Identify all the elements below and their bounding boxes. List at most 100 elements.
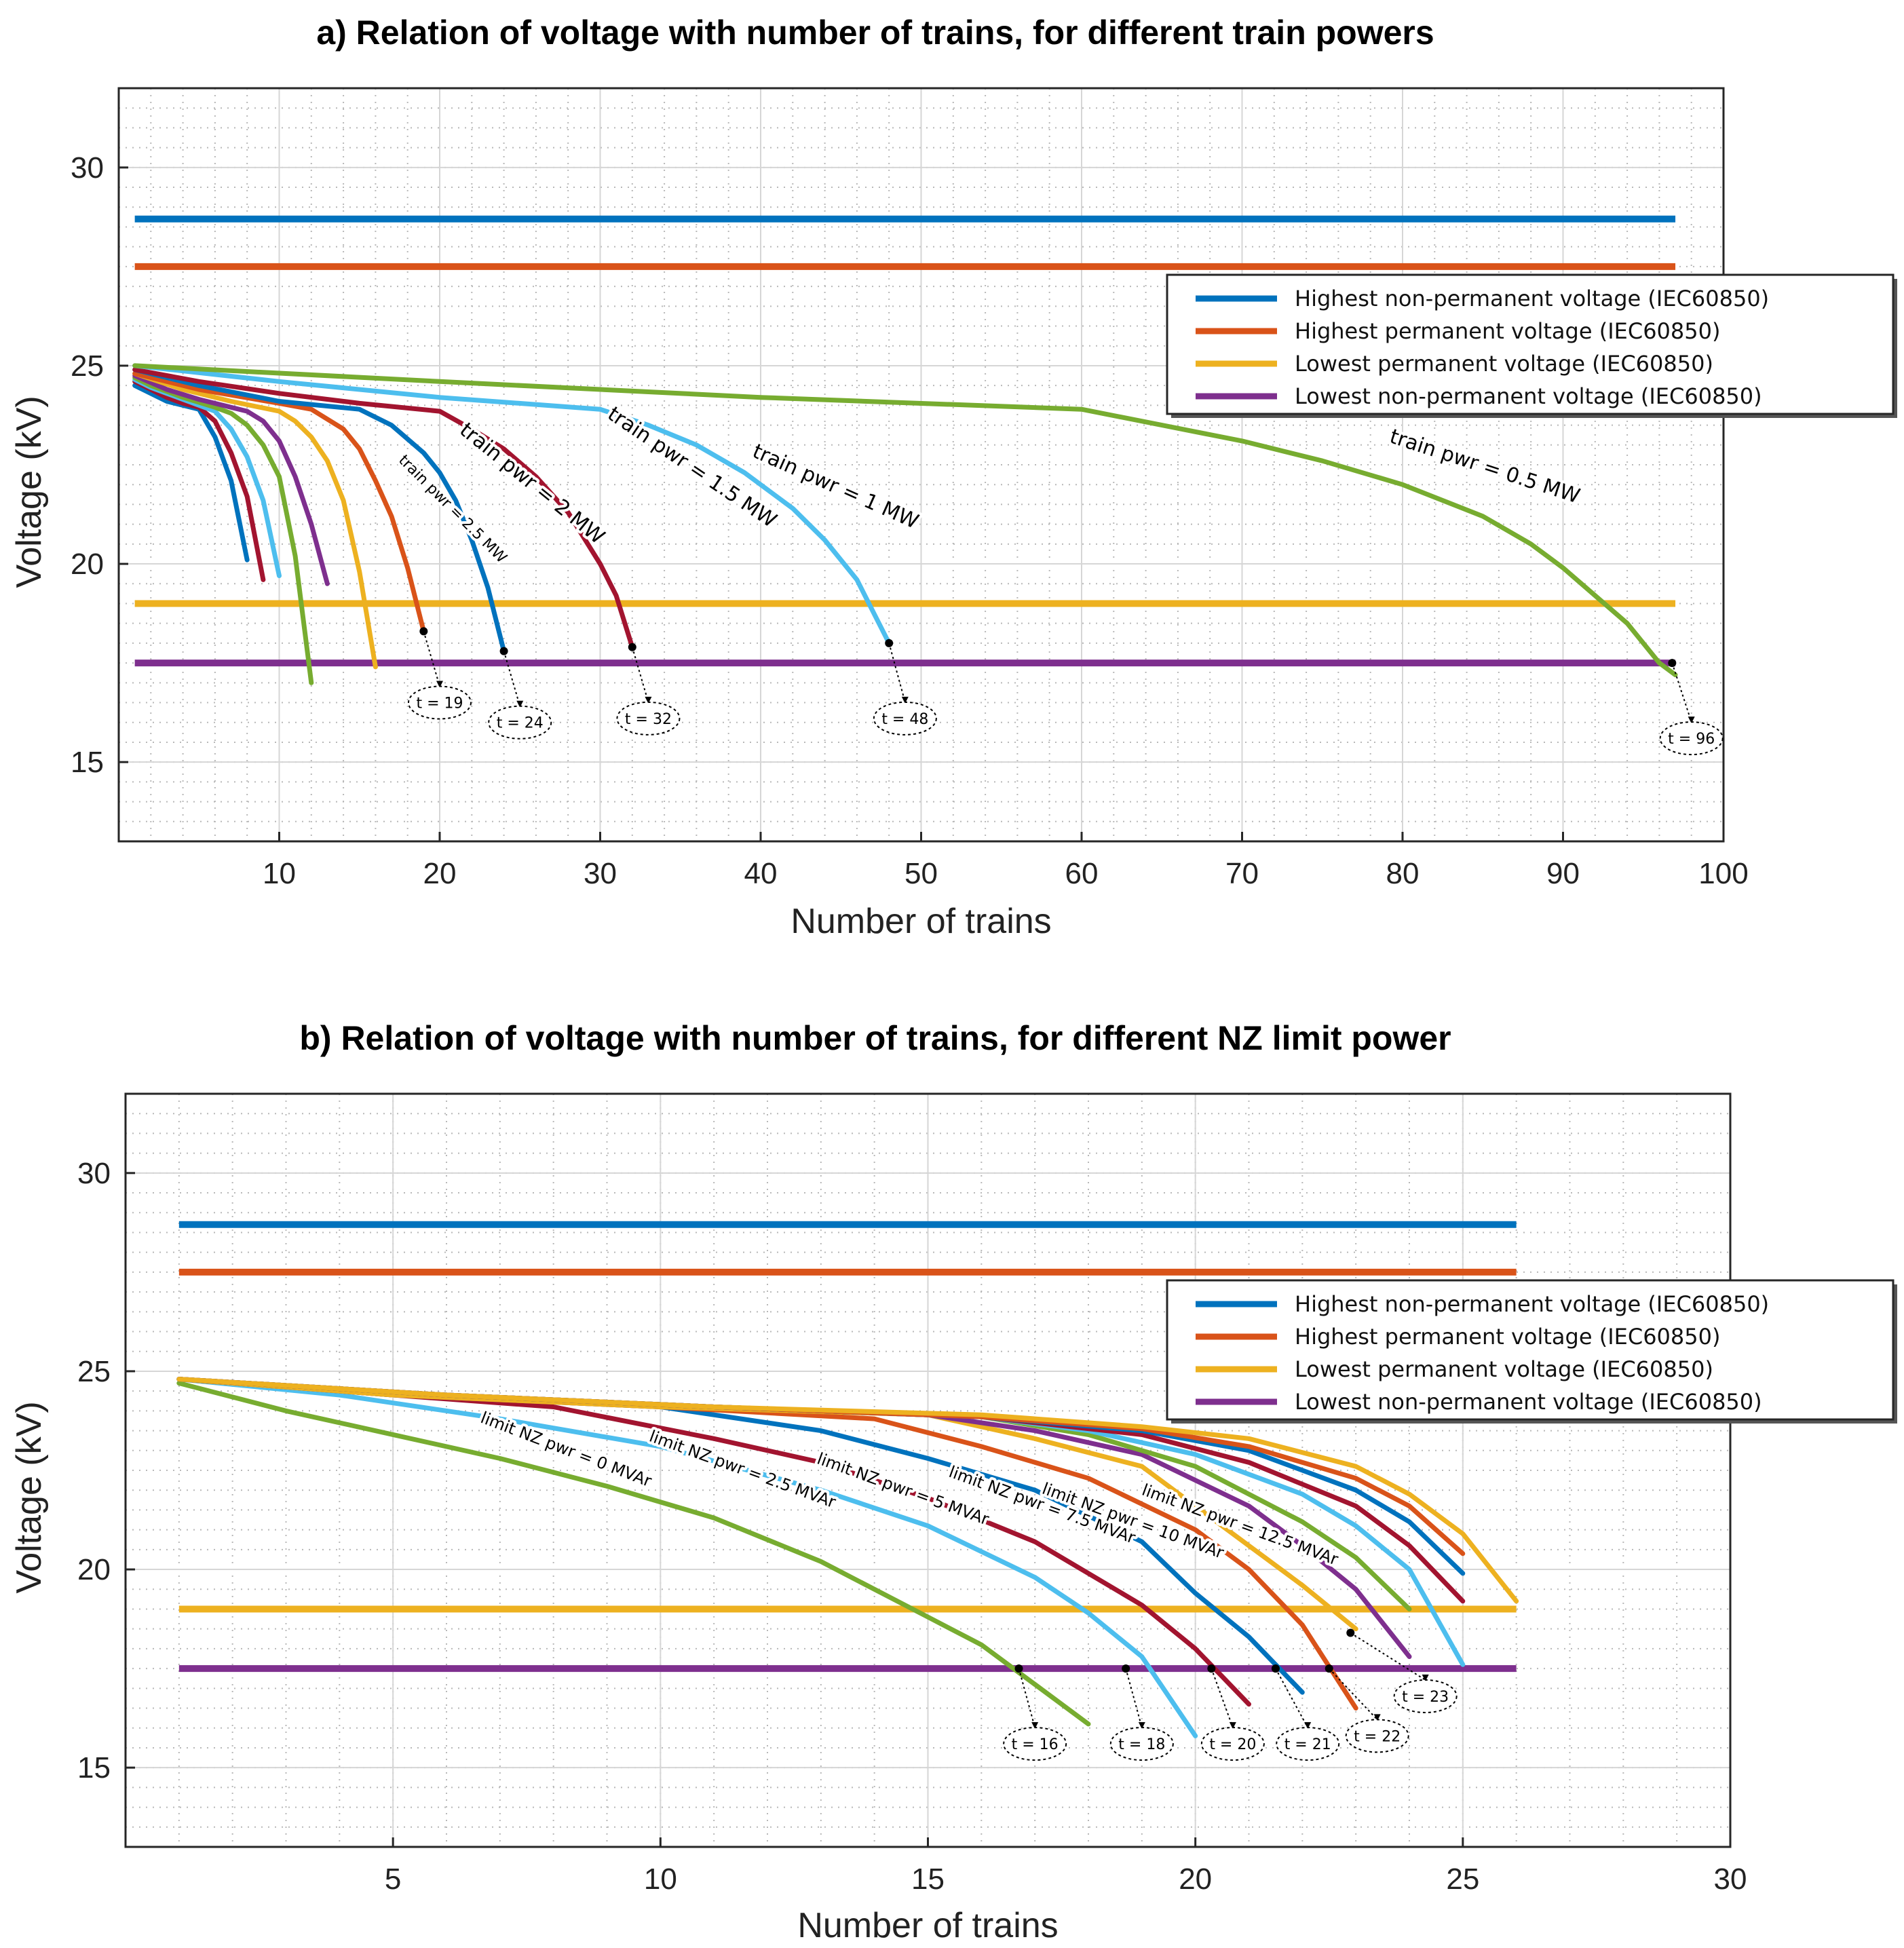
- callout-arrow: [631, 647, 649, 703]
- x-tick-label: 50: [905, 857, 938, 890]
- curve-label-1: train pwr = 2.5 MW: [395, 452, 510, 567]
- series-line-5: [132, 373, 330, 586]
- callout-dot: [499, 647, 508, 655]
- callout-dot: [1325, 1664, 1333, 1673]
- callout-dot: [628, 643, 636, 651]
- callout-label-1: t = 19: [416, 695, 463, 712]
- callout-bubble: [1109, 1727, 1174, 1761]
- x-tick-label: 10: [644, 1863, 677, 1896]
- series-line-6: [132, 371, 378, 670]
- legend-label-1: Highest non-permanent voltage (IEC60850): [1295, 286, 1769, 311]
- callout-bubble: [488, 705, 552, 740]
- y-axis-label: Voltage (kV): [9, 396, 49, 588]
- y-tick-label: 20: [71, 548, 104, 581]
- callout-arrow: [1329, 1668, 1378, 1721]
- callout-arrow: [1275, 1668, 1309, 1728]
- x-tick-label: 70: [1225, 857, 1259, 890]
- legend-label-3: Lowest permanent voltage (IEC60850): [1295, 1356, 1713, 1382]
- x-tick-label: 80: [1386, 857, 1420, 890]
- callout-arrowhead: [436, 681, 443, 688]
- callout-arrow: [1350, 1632, 1426, 1681]
- callout-dot: [1346, 1628, 1355, 1637]
- callout-label-5: t = 22: [1354, 1728, 1401, 1745]
- callout-dot: [1207, 1664, 1216, 1673]
- callout-arrowhead: [1688, 717, 1695, 724]
- y-tick-label: 25: [77, 1355, 111, 1388]
- x-axis-label: Number of trains: [797, 1906, 1058, 1945]
- legend-label-1: Highest non-permanent voltage (IEC60850): [1295, 1291, 1769, 1317]
- y-tick-label: 20: [77, 1553, 111, 1586]
- y-tick-label: 15: [71, 746, 104, 779]
- y-tick-label: 25: [71, 349, 104, 383]
- x-tick-label: 5: [385, 1863, 401, 1896]
- callout-bubble: [616, 701, 681, 736]
- callout-arrow: [1018, 1668, 1036, 1728]
- chart-title: b) Relation of voltage with number of tr…: [299, 1019, 1451, 1057]
- x-axis-label: Number of trains: [791, 902, 1051, 941]
- curve-label-2: limit NZ pwr = 2.5 MVAr: [647, 1427, 838, 1512]
- x-tick-label: 15: [911, 1863, 945, 1896]
- callout-bubble: [873, 701, 937, 736]
- legend-label-2: Highest permanent voltage (IEC60850): [1295, 1324, 1720, 1350]
- callout-arrow: [888, 643, 906, 703]
- series-line-10: [132, 363, 892, 646]
- callout-dot: [1122, 1664, 1130, 1673]
- series-line-11: [132, 363, 1678, 678]
- legend-label-3: Lowest permanent voltage (IEC60850): [1295, 351, 1713, 377]
- series-line-8: [132, 367, 507, 654]
- legend-label-4: Lowest non-permanent voltage (IEC60850): [1295, 1389, 1762, 1415]
- callout-label-6: t = 23: [1402, 1689, 1449, 1706]
- callout-label-3: t = 20: [1209, 1736, 1256, 1753]
- y-axis-label: Voltage (kV): [9, 1401, 49, 1593]
- callout-dot: [885, 638, 894, 647]
- series-line-13: [176, 1377, 1519, 1604]
- x-tick-label: 20: [423, 857, 457, 890]
- callout-label-4: t = 21: [1284, 1736, 1331, 1753]
- callout-arrow: [1671, 662, 1692, 723]
- series-line-7: [132, 371, 426, 634]
- x-tick-label: 30: [1714, 1863, 1747, 1896]
- curve-label-5: train pwr = 0.5 MW: [1387, 425, 1583, 509]
- x-tick-label: 20: [1179, 1863, 1212, 1896]
- callout-arrow: [503, 651, 521, 707]
- callout-dot: [1271, 1664, 1280, 1673]
- series-line-2: [176, 1377, 1198, 1738]
- callout-arrowhead: [901, 696, 909, 704]
- x-tick-label: 10: [263, 857, 296, 890]
- y-tick-label: 15: [77, 1751, 111, 1784]
- callout-label-3: t = 32: [625, 711, 672, 728]
- legend-box: [1166, 273, 1895, 415]
- callout-arrow: [423, 631, 440, 687]
- chart-panel-b: b) Relation of voltage with number of tr…: [9, 1019, 1897, 1945]
- callout-dot: [419, 627, 428, 636]
- series-line-1: [176, 1381, 1091, 1727]
- callout-dot: [1668, 659, 1677, 668]
- callout-arrowhead: [645, 696, 652, 704]
- callout-bubble: [1003, 1727, 1067, 1761]
- callout-arrowhead: [1229, 1722, 1236, 1730]
- callout-arrow: [1125, 1668, 1143, 1728]
- callout-label-5: t = 96: [1668, 731, 1715, 748]
- legend-box: [1166, 1279, 1895, 1421]
- series-line-9: [132, 367, 635, 650]
- callout-bubble: [1345, 1719, 1409, 1753]
- chart-panel-a: a) Relation of voltage with number of tr…: [9, 14, 1897, 941]
- callout-bubble: [1276, 1727, 1340, 1761]
- callout-label-1: t = 16: [1012, 1736, 1059, 1753]
- legend-label-2: Highest permanent voltage (IEC60850): [1295, 318, 1720, 344]
- callout-bubble: [1659, 721, 1724, 756]
- x-tick-label: 30: [584, 857, 617, 890]
- callout-bubble: [408, 685, 472, 720]
- chart-title: a) Relation of voltage with number of tr…: [316, 14, 1434, 52]
- y-tick-label: 30: [77, 1157, 111, 1190]
- callout-arrowhead: [516, 700, 524, 708]
- x-tick-label: 90: [1546, 857, 1580, 890]
- callout-arrowhead: [1138, 1722, 1145, 1730]
- x-tick-label: 40: [744, 857, 778, 890]
- callout-arrowhead: [1304, 1722, 1312, 1730]
- x-tick-label: 60: [1065, 857, 1099, 890]
- x-tick-label: 100: [1698, 857, 1748, 890]
- callout-bubble: [1393, 1679, 1458, 1713]
- callout-label-2: t = 24: [497, 715, 544, 732]
